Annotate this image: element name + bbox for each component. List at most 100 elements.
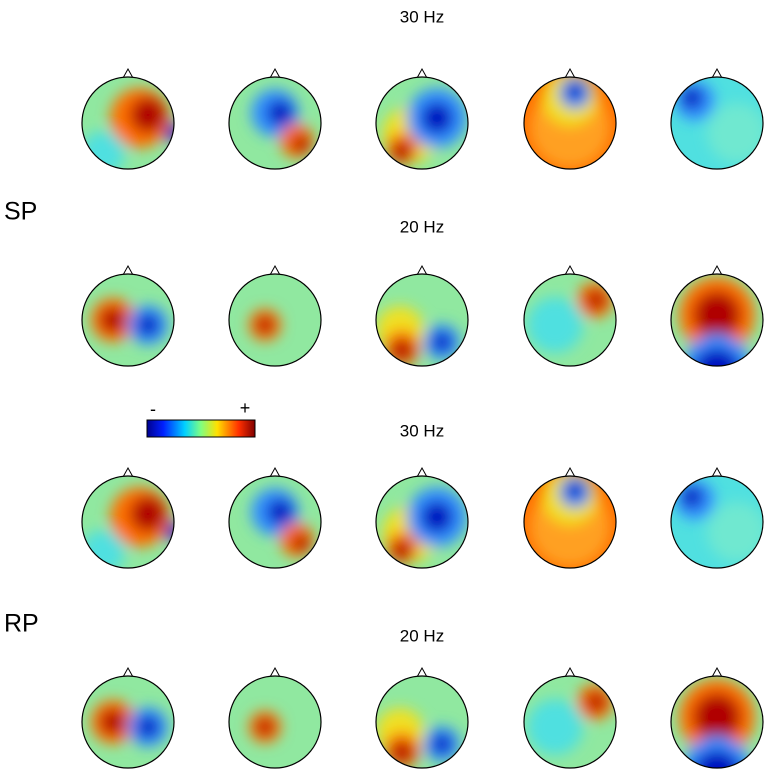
map-fill (229, 274, 321, 366)
blob (421, 102, 453, 134)
topomap (670, 466, 764, 569)
blob (693, 348, 741, 366)
map-fill (229, 676, 321, 768)
topomap (228, 264, 322, 367)
topomap (375, 67, 469, 170)
panel-label: RP (4, 610, 39, 638)
map-fill (82, 676, 174, 768)
blob (707, 103, 763, 163)
nose (711, 466, 723, 478)
map-fill (376, 274, 468, 366)
head-outline (523, 273, 617, 367)
blob (165, 124, 174, 142)
blob (100, 307, 126, 333)
blob (256, 316, 274, 334)
nose (122, 466, 134, 478)
blob (586, 290, 606, 310)
blob (527, 699, 583, 755)
map-fill (671, 77, 763, 169)
map-fill (524, 77, 616, 169)
colorbar-max: + (240, 398, 251, 418)
blob (256, 718, 274, 736)
blob (130, 496, 166, 532)
topomap (670, 264, 764, 367)
nose (122, 67, 134, 79)
blob (421, 501, 453, 533)
map-fill (671, 676, 763, 768)
blob (527, 297, 583, 353)
blob (391, 741, 413, 763)
map-fill (82, 274, 174, 366)
nose (269, 666, 281, 678)
blob (693, 750, 741, 768)
nose (564, 466, 576, 478)
blob (566, 82, 584, 100)
map-fill (376, 77, 468, 169)
nose (269, 264, 281, 276)
blob (683, 736, 751, 768)
map-fill (229, 476, 321, 568)
head-outline (228, 273, 322, 367)
blob (137, 716, 159, 738)
map-fill (82, 476, 174, 568)
map-fill (376, 676, 468, 768)
head-outline (81, 675, 175, 769)
colorbar-min: - (150, 399, 156, 419)
blob (292, 135, 310, 153)
map-fill (524, 274, 616, 366)
topomap (670, 666, 764, 769)
topomap (375, 666, 469, 769)
blob (432, 734, 452, 754)
topomap (228, 666, 322, 769)
map-fill (524, 676, 616, 768)
nose (564, 666, 576, 678)
nose (122, 264, 134, 276)
blob (130, 97, 166, 133)
row-title: 30 Hz (400, 421, 444, 440)
head-outline (81, 475, 175, 569)
head-outline (375, 273, 469, 367)
nose (416, 264, 428, 276)
topomap (523, 666, 617, 769)
topomaps (81, 67, 764, 769)
colorbar (146, 419, 256, 438)
topomap (523, 466, 617, 569)
blob (681, 87, 703, 109)
head-outline (523, 475, 617, 569)
topomap (523, 67, 617, 170)
topomap (81, 264, 175, 367)
head-outline (523, 675, 617, 769)
blob (391, 339, 413, 361)
blob (681, 486, 703, 508)
blob (586, 692, 606, 712)
nose (416, 666, 428, 678)
nose (416, 466, 428, 478)
blob (432, 332, 452, 352)
topomap (375, 264, 469, 367)
nose (269, 466, 281, 478)
topomap (228, 67, 322, 170)
head-outline (81, 76, 175, 170)
nose (564, 67, 576, 79)
map-fill (376, 476, 468, 568)
head-outline (81, 273, 175, 367)
blob (707, 502, 763, 562)
head-outline (670, 273, 764, 367)
head-outline (670, 475, 764, 569)
topomap (81, 466, 175, 569)
map-fill (671, 274, 763, 366)
head-outline (670, 675, 764, 769)
blob (267, 499, 293, 525)
nose (416, 67, 428, 79)
blob (165, 523, 174, 541)
nose (564, 264, 576, 276)
row-title: 30 Hz (400, 7, 444, 26)
head-outline (375, 76, 469, 170)
blob (693, 693, 741, 741)
panel-label: SP (4, 198, 37, 226)
head-outline (670, 76, 764, 170)
blob (292, 534, 310, 552)
head-outline (228, 675, 322, 769)
head-outline (228, 76, 322, 170)
